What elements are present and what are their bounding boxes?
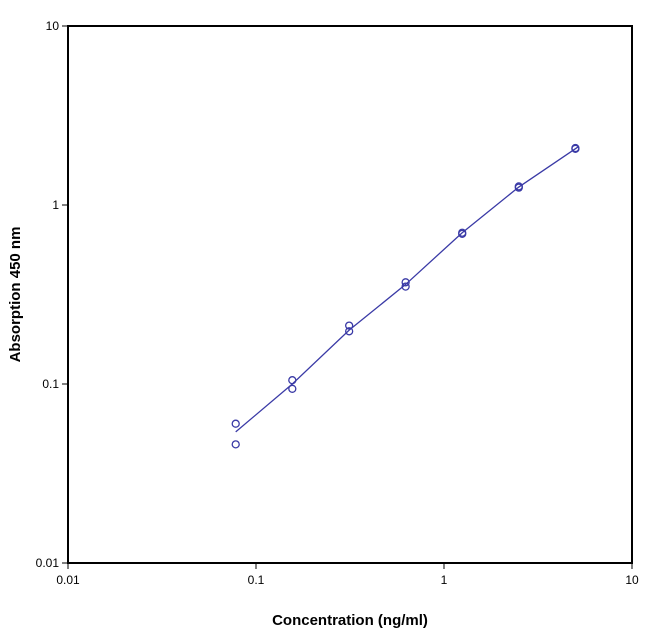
x-tick-label: 10 (625, 573, 639, 587)
y-axis-title: Absorption 450 nm (7, 227, 24, 363)
data-point (345, 321, 354, 330)
y-tick-label: 0.1 (42, 377, 59, 391)
y-tick-label: 1 (52, 198, 59, 212)
data-point (288, 384, 297, 393)
x-axis-title: Concentration (ng/ml) (272, 612, 428, 629)
data-point (401, 278, 410, 287)
x-tick-label: 1 (441, 573, 448, 587)
data-point (345, 327, 354, 336)
plot-frame (67, 25, 633, 564)
x-tick-label: 0.01 (56, 573, 80, 587)
data-point (571, 143, 580, 153)
tick-group: 0.01 0.1 1 10 0.01 0.1 1 10 (36, 19, 639, 587)
data-point (231, 440, 240, 449)
data-point (514, 182, 523, 191)
y-tick-label: 10 (46, 19, 60, 33)
data-point (458, 228, 467, 237)
data-point (401, 282, 410, 291)
data-point (231, 419, 240, 428)
y-tick-label: 0.01 (36, 556, 60, 570)
data-point (288, 376, 297, 385)
data-points (231, 143, 580, 449)
x-tick-label: 0.1 (248, 573, 265, 587)
